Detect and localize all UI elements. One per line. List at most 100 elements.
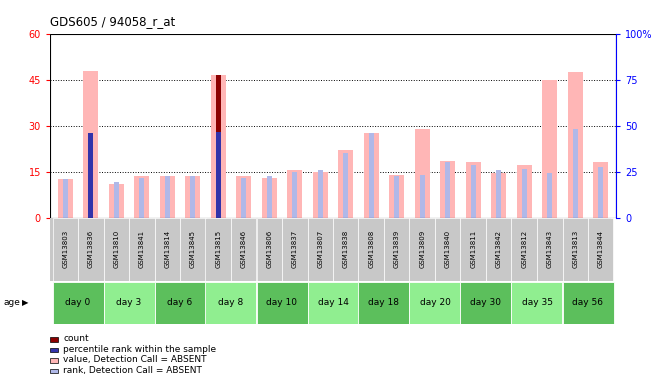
Bar bbox=[180, 217, 206, 281]
Bar bbox=[287, 170, 302, 217]
Text: day 6: day 6 bbox=[167, 298, 192, 307]
Text: GSM13836: GSM13836 bbox=[88, 230, 94, 268]
Bar bbox=[308, 217, 333, 281]
Text: day 10: day 10 bbox=[266, 298, 298, 307]
Text: GSM13843: GSM13843 bbox=[547, 230, 553, 268]
Text: GSM13810: GSM13810 bbox=[113, 230, 119, 268]
Bar bbox=[563, 217, 588, 281]
Bar bbox=[338, 150, 354, 217]
Bar bbox=[537, 217, 563, 281]
Text: GSM13807: GSM13807 bbox=[317, 230, 323, 268]
Bar bbox=[57, 179, 73, 218]
Bar bbox=[53, 282, 103, 324]
Bar bbox=[267, 176, 272, 218]
Bar bbox=[262, 178, 277, 218]
Text: GSM13840: GSM13840 bbox=[445, 230, 451, 268]
Text: count: count bbox=[63, 334, 89, 344]
Bar bbox=[369, 133, 374, 218]
Text: value, Detection Call = ABSENT: value, Detection Call = ABSENT bbox=[63, 356, 206, 364]
Text: GSM13815: GSM13815 bbox=[215, 230, 221, 268]
Text: GSM13838: GSM13838 bbox=[343, 230, 349, 268]
Text: GSM13846: GSM13846 bbox=[240, 230, 246, 268]
Bar bbox=[256, 217, 282, 281]
Bar bbox=[563, 282, 613, 324]
Bar bbox=[53, 217, 78, 281]
Bar bbox=[358, 217, 384, 281]
Bar bbox=[231, 217, 256, 281]
Text: day 0: day 0 bbox=[65, 298, 91, 307]
Bar bbox=[292, 172, 297, 217]
Bar bbox=[134, 176, 149, 218]
Bar bbox=[588, 217, 613, 281]
Bar bbox=[242, 178, 246, 218]
Text: GSM13803: GSM13803 bbox=[62, 230, 68, 268]
Text: GSM13842: GSM13842 bbox=[496, 230, 501, 268]
Text: GSM13841: GSM13841 bbox=[139, 230, 145, 268]
Text: GSM13808: GSM13808 bbox=[368, 230, 374, 268]
Bar bbox=[282, 217, 308, 281]
Text: GDS605 / 94058_r_at: GDS605 / 94058_r_at bbox=[50, 15, 175, 28]
Text: day 30: day 30 bbox=[470, 298, 501, 307]
Bar bbox=[440, 161, 456, 218]
Bar bbox=[547, 173, 552, 217]
Bar bbox=[384, 217, 410, 281]
Bar bbox=[460, 217, 486, 281]
Text: GSM13806: GSM13806 bbox=[266, 230, 272, 268]
Bar bbox=[410, 217, 435, 281]
Text: rank, Detection Call = ABSENT: rank, Detection Call = ABSENT bbox=[63, 366, 202, 375]
Bar bbox=[318, 170, 322, 217]
Bar bbox=[89, 133, 93, 218]
Bar bbox=[236, 176, 251, 218]
Bar bbox=[364, 133, 379, 218]
Text: GSM13813: GSM13813 bbox=[572, 230, 578, 268]
Text: age: age bbox=[3, 298, 20, 307]
Bar bbox=[103, 217, 129, 281]
Bar bbox=[522, 168, 527, 217]
Bar bbox=[155, 217, 180, 281]
Bar bbox=[593, 162, 609, 218]
Bar bbox=[160, 176, 175, 218]
Text: day 20: day 20 bbox=[420, 298, 450, 307]
Bar bbox=[216, 75, 220, 217]
Bar bbox=[573, 129, 577, 217]
Text: day 56: day 56 bbox=[573, 298, 603, 307]
Bar bbox=[435, 217, 460, 281]
Bar bbox=[420, 175, 424, 217]
Text: day 14: day 14 bbox=[318, 298, 348, 307]
Bar bbox=[139, 178, 144, 218]
Bar bbox=[394, 176, 399, 218]
Text: GSM13845: GSM13845 bbox=[190, 230, 196, 268]
Bar bbox=[358, 282, 410, 324]
Bar bbox=[517, 165, 532, 218]
Bar bbox=[486, 217, 511, 281]
Text: percentile rank within the sample: percentile rank within the sample bbox=[63, 345, 216, 354]
Text: ▶: ▶ bbox=[22, 298, 29, 307]
Text: day 8: day 8 bbox=[218, 298, 244, 307]
Bar bbox=[63, 179, 67, 218]
Bar bbox=[103, 282, 155, 324]
Bar bbox=[190, 176, 195, 218]
Bar bbox=[511, 282, 563, 324]
Text: GSM13814: GSM13814 bbox=[165, 230, 170, 268]
Bar bbox=[165, 176, 170, 218]
Text: GSM13809: GSM13809 bbox=[420, 230, 426, 268]
Bar bbox=[511, 217, 537, 281]
Bar bbox=[78, 217, 103, 281]
Bar bbox=[114, 182, 119, 218]
Bar bbox=[567, 72, 583, 217]
Bar bbox=[216, 132, 220, 218]
Bar bbox=[333, 217, 358, 281]
Bar bbox=[466, 162, 481, 218]
Bar bbox=[415, 129, 430, 217]
Bar bbox=[50, 34, 616, 218]
Bar bbox=[460, 282, 511, 324]
Bar bbox=[109, 184, 124, 218]
Bar bbox=[496, 170, 501, 217]
Bar bbox=[599, 167, 603, 218]
Bar bbox=[206, 282, 256, 324]
Bar bbox=[210, 75, 226, 217]
Bar bbox=[256, 282, 308, 324]
Bar bbox=[89, 133, 93, 218]
Bar bbox=[83, 70, 99, 217]
Bar bbox=[312, 172, 328, 217]
